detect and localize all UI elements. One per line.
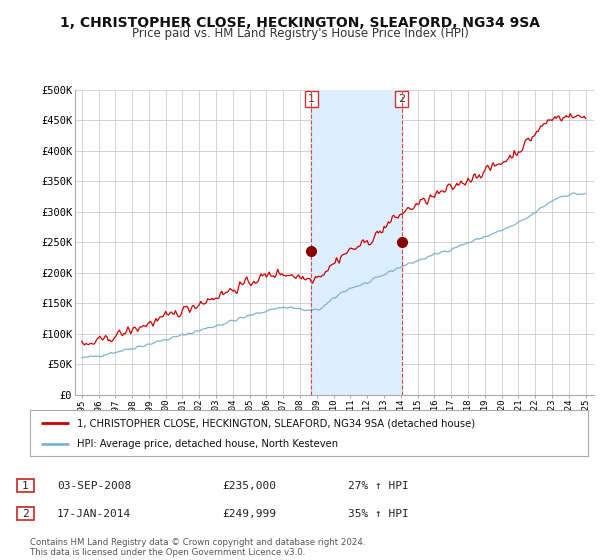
Text: 2: 2 (398, 94, 405, 104)
Text: £235,000: £235,000 (222, 480, 276, 491)
Text: 27% ↑ HPI: 27% ↑ HPI (348, 480, 409, 491)
Text: HPI: Average price, detached house, North Kesteven: HPI: Average price, detached house, Nort… (77, 440, 338, 450)
Text: Price paid vs. HM Land Registry's House Price Index (HPI): Price paid vs. HM Land Registry's House … (131, 27, 469, 40)
Text: 17-JAN-2014: 17-JAN-2014 (57, 508, 131, 519)
Text: 2: 2 (22, 508, 29, 519)
Text: 1: 1 (308, 94, 315, 104)
Text: 1: 1 (22, 480, 29, 491)
Bar (311, 90, 401, 395)
Text: £249,999: £249,999 (222, 508, 276, 519)
Text: 1, CHRISTOPHER CLOSE, HECKINGTON, SLEAFORD, NG34 9SA: 1, CHRISTOPHER CLOSE, HECKINGTON, SLEAFO… (60, 16, 540, 30)
Text: 03-SEP-2008: 03-SEP-2008 (57, 480, 131, 491)
Text: 1, CHRISTOPHER CLOSE, HECKINGTON, SLEAFORD, NG34 9SA (detached house): 1, CHRISTOPHER CLOSE, HECKINGTON, SLEAFO… (77, 418, 476, 428)
Text: 35% ↑ HPI: 35% ↑ HPI (348, 508, 409, 519)
Text: Contains HM Land Registry data © Crown copyright and database right 2024.
This d: Contains HM Land Registry data © Crown c… (30, 538, 365, 557)
